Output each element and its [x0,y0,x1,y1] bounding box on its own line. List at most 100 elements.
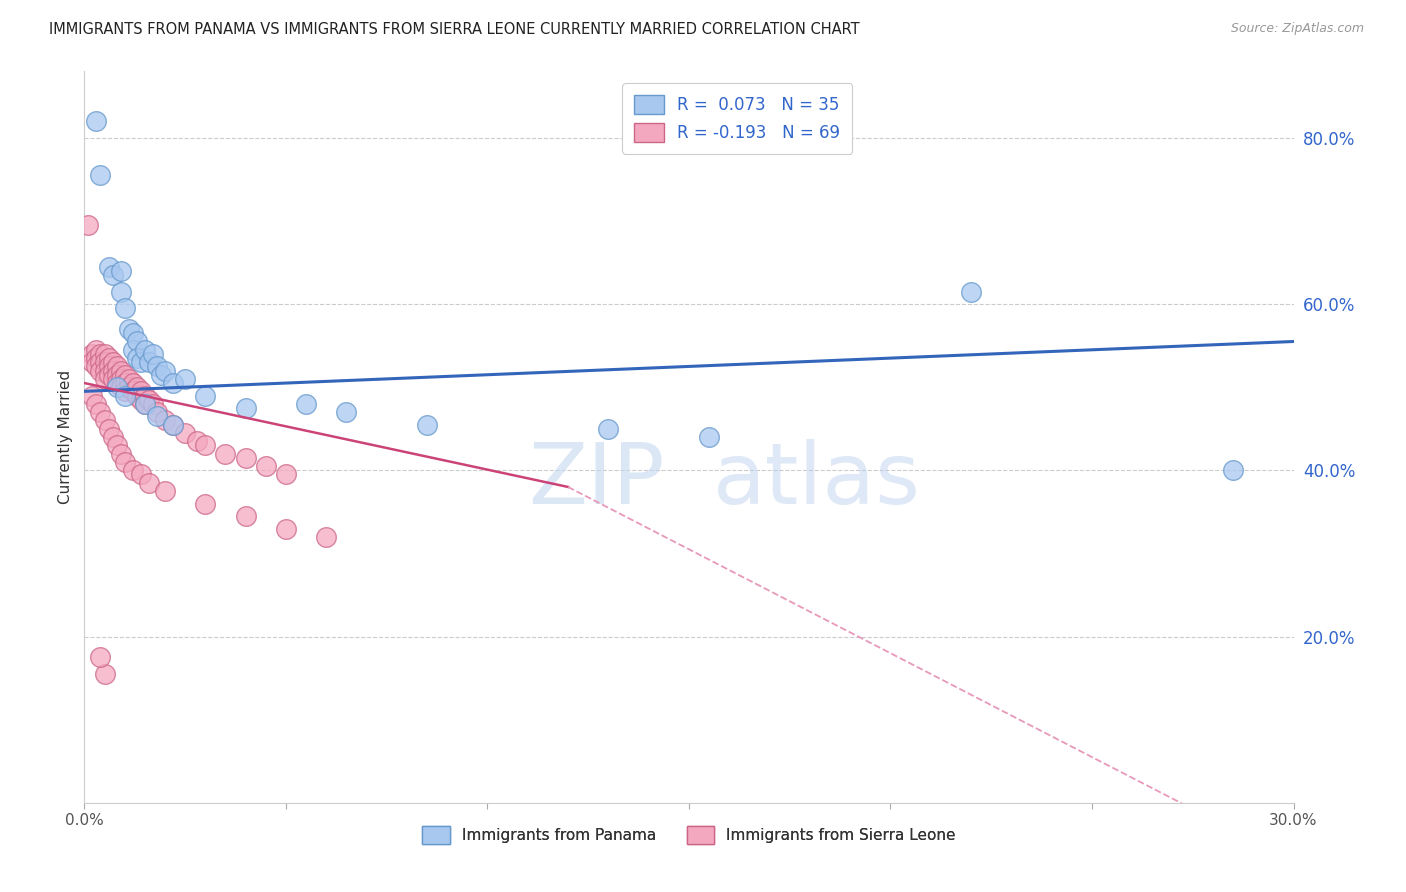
Point [105,438,128,452]
Point [125,388,148,402]
Point [125,351,148,365]
Point [142,347,165,361]
Point [114,388,136,402]
Point [134,388,156,402]
Point [86,351,108,365]
Point [134,343,156,357]
Point [153,363,176,377]
Point [93,363,115,377]
Point [101,430,124,444]
Point [118,380,141,394]
Point [235,509,257,524]
Point [315,530,337,544]
Point [121,343,143,357]
Point [89,363,111,377]
Point [110,363,132,377]
Point [174,425,197,440]
Point [86,359,108,374]
Point [121,376,143,390]
Point [162,417,184,432]
Point [254,459,277,474]
Point [274,521,297,535]
Point [114,376,136,390]
Point [110,264,132,278]
Point [114,301,136,316]
Point [89,168,111,182]
Point [146,405,169,419]
Point [93,355,115,369]
Point [82,347,104,361]
Point [134,397,156,411]
Point [101,372,124,386]
Point [335,405,357,419]
Point [89,355,111,369]
Text: atlas: atlas [713,440,921,523]
Point [114,455,136,469]
Point [105,376,128,390]
Point [146,409,169,424]
Legend: Immigrants from Panama, Immigrants from Sierra Leone: Immigrants from Panama, Immigrants from … [416,820,962,850]
Text: ZIP: ZIP [529,440,665,523]
Point [142,397,165,411]
Text: IMMIGRANTS FROM PANAMA VS IMMIGRANTS FROM SIERRA LEONE CURRENTLY MARRIED CORRELA: IMMIGRANTS FROM PANAMA VS IMMIGRANTS FRO… [49,22,860,37]
Point [295,397,318,411]
Point [86,343,108,357]
Point [146,359,169,374]
Point [134,397,156,411]
Point [114,384,136,399]
Point [118,372,141,386]
Point [110,285,132,299]
Point [86,114,108,128]
Point [235,401,257,415]
Point [105,380,128,394]
Point [93,347,115,361]
Point [598,422,620,436]
Point [101,363,124,377]
Point [162,417,184,432]
Text: Source: ZipAtlas.com: Source: ZipAtlas.com [1230,22,1364,36]
Y-axis label: Currently Married: Currently Married [58,370,73,504]
Point [214,447,236,461]
Point [697,430,720,444]
Point [86,397,108,411]
Point [194,438,217,452]
Point [125,380,148,394]
Point [194,388,217,402]
Point [118,322,141,336]
Point [138,355,160,369]
Point [194,497,217,511]
Point [97,422,120,436]
Point [960,285,983,299]
Point [235,450,257,465]
Point [153,413,176,427]
Point [1222,463,1244,477]
Point [110,380,132,394]
Point [101,268,124,282]
Point [129,467,152,482]
Point [274,467,297,482]
Point [93,372,115,386]
Point [105,359,128,374]
Point [125,334,148,349]
Point [105,368,128,382]
Point [89,347,111,361]
Point [82,355,104,369]
Point [174,372,197,386]
Point [129,392,152,407]
Point [97,260,120,274]
Point [77,218,100,232]
Point [129,355,152,369]
Point [110,447,132,461]
Point [138,475,160,490]
Point [186,434,208,449]
Point [101,355,124,369]
Point [82,388,104,402]
Point [97,359,120,374]
Point [89,650,111,665]
Point [114,368,136,382]
Point [93,413,115,427]
Point [121,384,143,399]
Point [97,351,120,365]
Point [162,376,184,390]
Point [89,405,111,419]
